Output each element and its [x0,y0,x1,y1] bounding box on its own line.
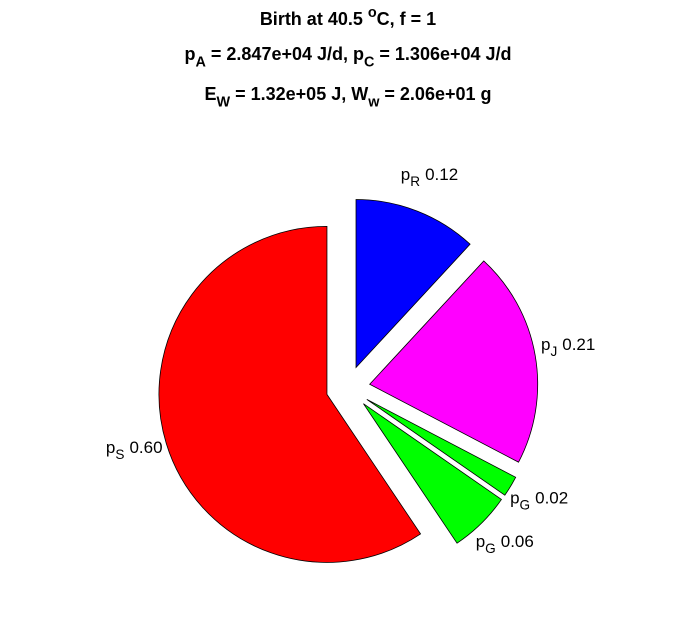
value-label: 0.02 [535,489,568,508]
value-label: 0.06 [501,532,534,551]
text-segment: = 2.06e+01 g [379,84,491,104]
text-segment: p [510,489,519,508]
text-segment: p [541,335,550,354]
text-segment: G [485,541,496,556]
text-segment: p [106,438,115,457]
slice-label: pG 0.06 [476,532,534,556]
text-segment: o [368,5,377,21]
text-segment: S [115,447,124,462]
text-segment: C, f = 1 [377,9,437,29]
text-segment: = 1.306e+04 J/d [374,44,511,64]
chart-title: Birth at 40.5 oC, f = 1 [260,5,436,29]
slice-label: pG 0.02 [510,489,568,513]
value-label: 0.60 [129,438,162,457]
pie-slice [366,399,517,496]
value-label: 0.21 [562,335,595,354]
chart-title: EW = 1.32e+05 J, Ww = 2.06e+01 g [205,84,492,110]
text-segment: p [184,44,195,64]
text-segment: A [195,54,206,70]
text-segment: = 1.32e+05 J, W [230,84,368,104]
slice-label: pS 0.60 [106,438,163,462]
text-segment: E [205,84,217,104]
pie-slice [363,403,503,544]
text-segment: p [476,532,485,551]
text-segment: = 2.847e+04 J/d, p [206,44,364,64]
text-segment: Birth at 40.5 [260,9,368,29]
pie-slice [355,199,471,369]
pie-slice [369,260,539,463]
text-segment: W [217,94,231,110]
value-label: 0.12 [425,165,458,184]
text-segment: C [364,54,374,70]
text-segment: p [401,165,410,184]
chart-title: pA = 2.847e+04 J/d, pC = 1.306e+04 J/d [184,44,511,70]
text-segment: w [367,94,380,110]
text-segment: J [550,344,557,359]
text-segment: G [520,498,531,513]
pie-slice [158,226,422,563]
slice-label: pR 0.12 [401,165,458,189]
slice-label: pJ 0.21 [541,335,595,359]
text-segment: R [410,174,420,189]
